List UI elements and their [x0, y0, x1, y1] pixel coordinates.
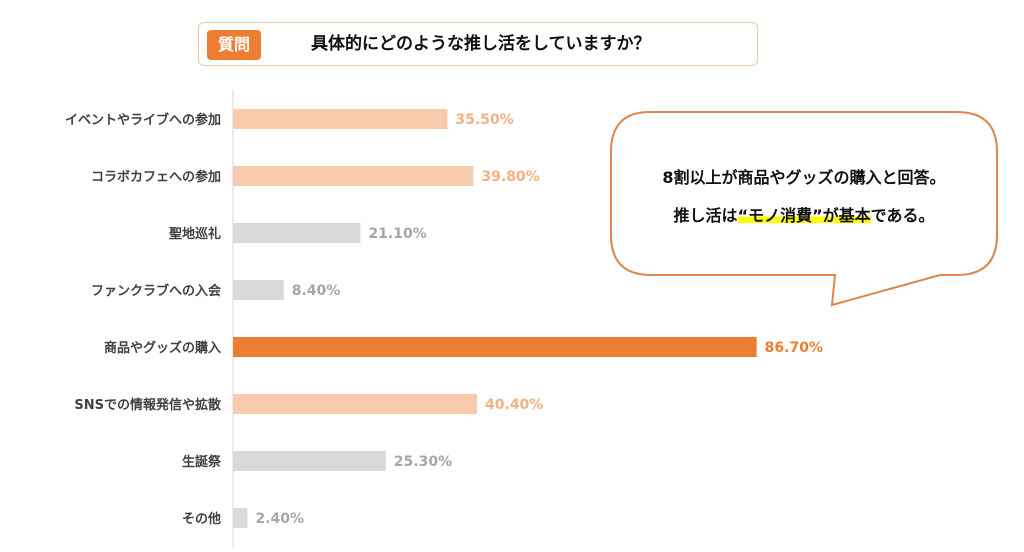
category-label: イベントやライブへの参加 [65, 112, 221, 128]
callout-highlight: “モノ消費”が基本 [737, 206, 871, 225]
category-label: 生誕祭 [182, 454, 222, 470]
question-badge: 質問 [207, 30, 261, 60]
value-label: 21.10% [368, 226, 426, 242]
value-label: 35.50% [455, 112, 513, 128]
callout-text-pre: 推し活は [673, 206, 738, 225]
category-label: コラボカフェへの参加 [91, 169, 221, 185]
value-label: 86.70% [765, 340, 823, 356]
value-label: 39.80% [481, 169, 539, 185]
bar [233, 166, 474, 186]
value-label: 2.40% [255, 511, 304, 527]
category-label: SNSでの情報発信や拡散 [74, 397, 222, 413]
question-text: 具体的にどのような推し活をしていますか？ [311, 34, 651, 54]
bar [233, 223, 361, 243]
value-label: 8.40% [292, 283, 341, 299]
callout-text-post: である。 [870, 206, 935, 225]
category-label: 商品やグッズの購入 [104, 340, 221, 356]
value-label: 25.30% [394, 454, 452, 470]
bar [233, 394, 478, 414]
bar [233, 280, 284, 300]
callout-line-2: 推し活は“モノ消費”が基本である。 [611, 202, 997, 226]
bar [233, 337, 757, 357]
category-label: ファンクラブへの入会 [91, 283, 222, 299]
bar [233, 451, 386, 471]
category-label: 聖地巡礼 [169, 226, 221, 242]
category-label: その他 [182, 511, 221, 527]
value-label: 40.40% [485, 397, 543, 413]
bar [233, 109, 448, 129]
bar [233, 508, 248, 528]
question-box: 質問 具体的にどのような推し活をしていますか？ [198, 22, 758, 66]
callout-line-1: 8割以上が商品やグッズの購入と回答。 [662, 168, 946, 187]
